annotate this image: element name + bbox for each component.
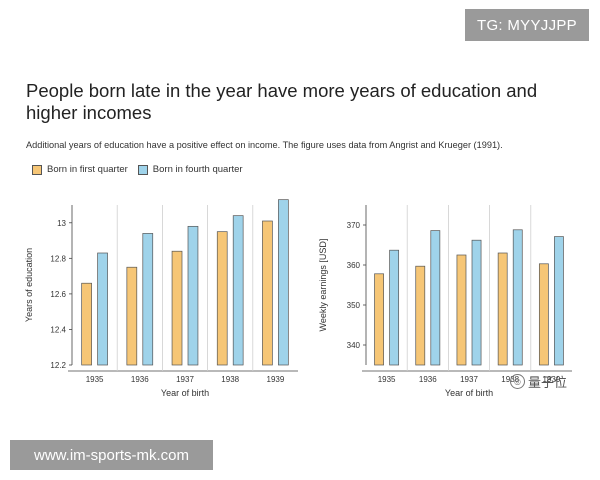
earn-bar-q1-1939 xyxy=(538,263,549,366)
edu-bar-q1-1937 xyxy=(171,250,183,366)
legend-label-q4: Born in fourth quarter xyxy=(152,164,243,175)
edu-x-axis-label: Year of birth xyxy=(161,388,209,398)
legend: Born in first quarter Born in fourth qua… xyxy=(32,164,243,175)
earn-x-axis-label: Year of birth xyxy=(445,388,493,398)
edu-x-tick-label: 1937 xyxy=(176,375,194,384)
edu-bar-q1-1935 xyxy=(81,282,92,366)
legend-item-q4: Born in fourth quarter xyxy=(137,164,243,175)
source-tag: ◎ 量子位 xyxy=(510,372,567,391)
chart-title: People born late in the year have more y… xyxy=(26,80,538,123)
earn-bar-q4-1936 xyxy=(430,230,441,366)
earn-y-axis-label: Weekly earnings [USD] xyxy=(318,239,328,332)
earn-bar-q1-1935 xyxy=(374,273,384,366)
watermark-top: TG: MYYJJPP xyxy=(465,9,589,41)
legend-swatch-q1 xyxy=(32,164,42,175)
earn-y-tick-label: 350 xyxy=(347,301,361,310)
earn-bar-q4-1939 xyxy=(554,236,564,366)
edu-x-tick-label: 1939 xyxy=(267,375,285,384)
edu-x-tick-label: 1938 xyxy=(221,375,239,384)
earn-bar-q4-1937 xyxy=(471,239,482,366)
earn-y-tick-label: 370 xyxy=(347,221,361,230)
earn-bar-q4-1938 xyxy=(512,229,523,366)
earn-x-tick-label: 1936 xyxy=(419,375,437,384)
legend-swatch-q4 xyxy=(137,164,148,175)
edu-bar-q4-1939 xyxy=(278,199,289,366)
edu-y-tick-label: 13 xyxy=(57,219,66,228)
earn-bar-q1-1938 xyxy=(497,252,508,366)
earn-x-tick-label: 1937 xyxy=(460,375,478,384)
earn-y-tick-label: 340 xyxy=(347,341,361,350)
edu-bar-q4-1937 xyxy=(187,225,199,366)
edu-x-tick-label: 1935 xyxy=(86,375,104,384)
earn-bar-q4-1935 xyxy=(389,249,400,366)
watermark-bottom: www.im-sports-mk.com xyxy=(10,440,213,470)
edu-y-tick-label: 12.2 xyxy=(50,361,66,370)
edu-bar-q1-1938 xyxy=(216,231,228,366)
legend-item-q1: Born in first quarter xyxy=(32,164,128,175)
earn-x-tick-label: 1939 xyxy=(543,375,561,384)
edu-bar-q1-1936 xyxy=(126,266,138,366)
edu-bar-q4-1935 xyxy=(97,252,108,366)
logo-icon: ◎ xyxy=(510,374,525,389)
edu-y-tick-label: 12.6 xyxy=(50,290,66,299)
edu-bar-q4-1938 xyxy=(232,215,244,366)
edu-y-axis-label: Years of education xyxy=(24,248,34,322)
earn-bar-q1-1937 xyxy=(456,254,467,366)
source-tag-text: 量子位 xyxy=(528,375,568,390)
edu-bar-q1-1939 xyxy=(262,220,273,366)
earn-bar-q1-1936 xyxy=(415,265,426,366)
chart-subtitle: Additional years of education have a pos… xyxy=(26,140,503,150)
edu-y-tick-label: 12.4 xyxy=(50,325,66,334)
earn-y-tick-label: 360 xyxy=(347,261,361,270)
edu-x-tick-label: 1936 xyxy=(131,375,149,384)
earn-x-tick-label: 1935 xyxy=(378,375,396,384)
edu-y-tick-label: 12.8 xyxy=(50,254,66,263)
edu-bar-q4-1936 xyxy=(142,233,154,366)
legend-label-q1: Born in first quarter xyxy=(47,164,128,175)
